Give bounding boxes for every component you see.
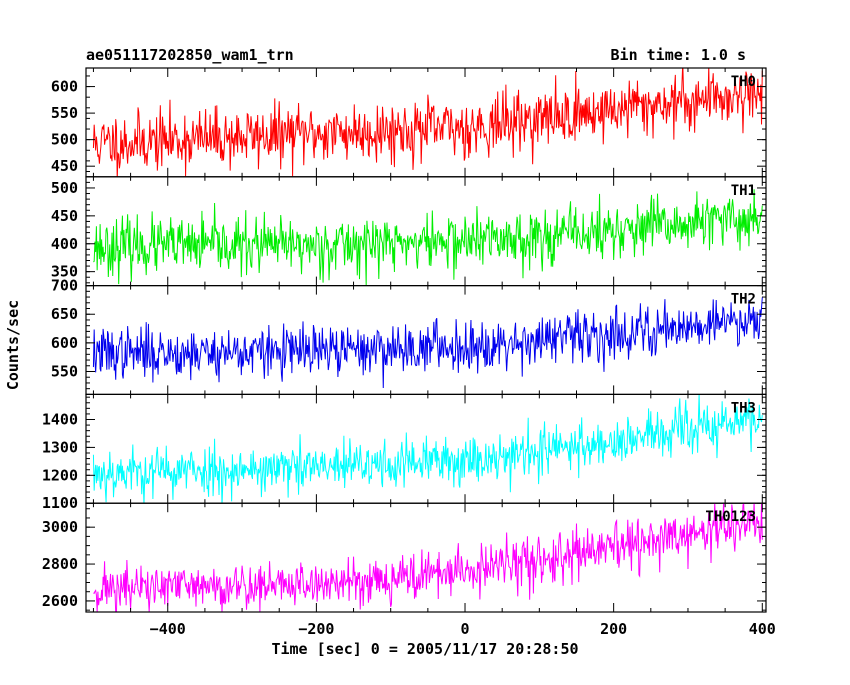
y-axis-label: Counts/sec: [4, 300, 22, 390]
bin-time-label: Bin time: 1.0 s: [611, 46, 746, 64]
panel-label-th0: TH0: [731, 74, 756, 90]
series-line-th2: [92, 297, 763, 388]
y-tick-label: 3000: [42, 518, 78, 536]
panel-label-th2: TH2: [731, 292, 756, 308]
y-tick-label: 350: [51, 263, 78, 281]
panel-label-th0123: TH0123: [705, 509, 756, 525]
y-tick-label: 1200: [42, 466, 78, 484]
chart-title: ae051117202850_wam1_trn: [86, 46, 294, 64]
y-tick-label: 650: [51, 305, 78, 323]
y-tick-label: 500: [51, 179, 78, 197]
y-tick-label: 600: [51, 78, 78, 96]
series-line-th0: [92, 68, 763, 177]
panel-th1: 350 400 450 500 TH1: [51, 176, 767, 287]
x-tick-label: 400: [749, 620, 776, 638]
x-tick-label: −400: [150, 620, 186, 638]
y-tick-label: 1100: [42, 494, 78, 512]
y-tick-label: 600: [51, 334, 78, 352]
panel-label-th3: TH3: [731, 400, 756, 416]
series-line-th1: [93, 189, 763, 286]
panel-label-th1: TH1: [731, 183, 756, 199]
x-axis-label: Time [sec] 0 = 2005/11/17 20:28:50: [271, 640, 578, 658]
panel-th0123: 2600 2800 3000 TH0123: [42, 502, 767, 613]
y-tick-label: 700: [51, 277, 78, 295]
y-tick-label: 550: [51, 362, 78, 380]
x-axis: −400 −200 0 200 400: [150, 620, 776, 638]
y-tick-label: 400: [51, 235, 78, 253]
series-line-th0123: [93, 503, 763, 613]
x-tick-label: 0: [461, 620, 470, 638]
panel-frame: [85, 502, 767, 613]
x-tick-label: −200: [298, 620, 334, 638]
y-tick-label: 550: [51, 104, 78, 122]
y-tick-label: 1300: [42, 438, 78, 456]
y-tick-label: 2600: [42, 592, 78, 610]
x-tick-label: 200: [600, 620, 627, 638]
panel-th2: 550 600 650 700 TH2: [51, 277, 767, 396]
y-tick-label: 450: [51, 207, 78, 225]
y-tick-label: 1400: [42, 411, 78, 429]
panels-group: 450 500 550 600 TH0 350 400 450 500 TH1 550 600 650 7…: [42, 67, 767, 613]
y-tick-label: 2800: [42, 555, 78, 573]
panel-th3: 1100 1200 1300 1400 TH3: [42, 393, 767, 512]
y-tick-label: 500: [51, 131, 78, 149]
panel-th0: 450 500 550 600 TH0: [51, 67, 767, 178]
y-tick-label: 450: [51, 157, 78, 175]
series-line-th3: [92, 394, 763, 504]
